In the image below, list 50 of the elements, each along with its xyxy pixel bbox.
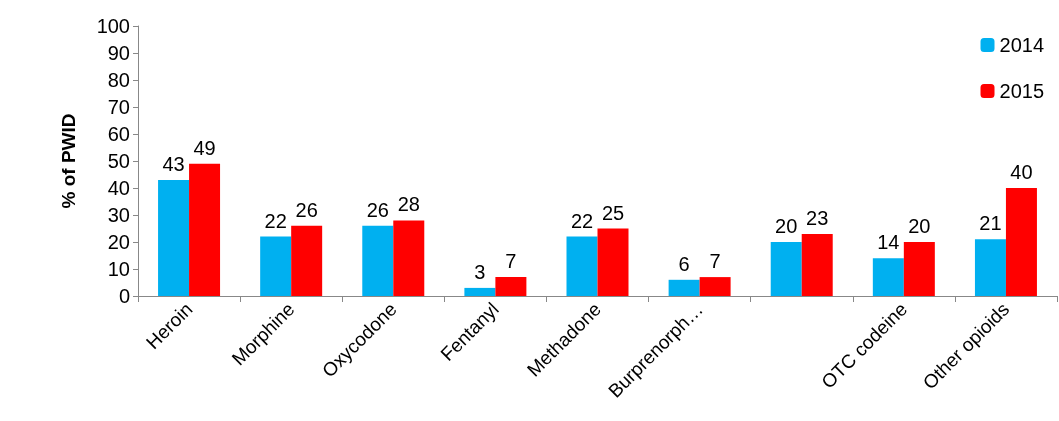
data-label: 21 bbox=[979, 212, 1002, 235]
bar bbox=[464, 287, 496, 296]
y-tick-label: 0 bbox=[118, 285, 130, 307]
data-label: 20 bbox=[908, 215, 931, 237]
y-tick-label: 50 bbox=[107, 150, 130, 172]
bar bbox=[974, 239, 1006, 296]
bar bbox=[699, 277, 731, 296]
data-label: 7 bbox=[505, 250, 517, 273]
bar bbox=[872, 258, 904, 296]
data-label: 22 bbox=[264, 209, 287, 232]
data-label: 22 bbox=[570, 209, 594, 232]
y-tick-label: 80 bbox=[107, 69, 130, 91]
bar bbox=[291, 225, 323, 296]
data-label: 40 bbox=[1010, 161, 1033, 183]
bar bbox=[668, 279, 700, 296]
data-label: 23 bbox=[806, 206, 829, 229]
bar bbox=[260, 236, 292, 296]
bar bbox=[189, 163, 221, 296]
data-label: 20 bbox=[775, 215, 798, 237]
y-tick-label: 100 bbox=[96, 15, 130, 37]
data-label: 14 bbox=[877, 231, 900, 254]
bar bbox=[770, 242, 802, 296]
bar bbox=[495, 277, 527, 296]
bar bbox=[158, 179, 190, 296]
data-label: 7 bbox=[709, 250, 721, 273]
y-tick-label: 40 bbox=[107, 177, 130, 199]
y-tick-label: 10 bbox=[107, 258, 130, 280]
data-label: 26 bbox=[295, 198, 318, 221]
bar bbox=[1005, 188, 1037, 296]
bar bbox=[393, 220, 425, 296]
bar bbox=[566, 236, 598, 296]
y-tick-label: 60 bbox=[107, 123, 130, 145]
bar bbox=[801, 233, 833, 296]
data-label: 25 bbox=[601, 201, 625, 224]
data-label: 3 bbox=[474, 260, 486, 283]
y-tick-label: 90 bbox=[107, 42, 130, 64]
data-label: 26 bbox=[366, 198, 389, 221]
y-tick-label: 30 bbox=[107, 204, 130, 226]
bar bbox=[597, 228, 629, 296]
y-axis-title: % of PWID bbox=[58, 113, 79, 209]
bar bbox=[903, 242, 935, 296]
bar bbox=[362, 225, 394, 296]
y-tick-label: 70 bbox=[107, 96, 130, 118]
data-label: 49 bbox=[193, 136, 216, 159]
legend-label: 2015 bbox=[999, 80, 1045, 102]
data-label: 28 bbox=[397, 193, 420, 216]
y-tick-label: 20 bbox=[107, 231, 130, 253]
legend-label: 2014 bbox=[999, 34, 1045, 56]
data-label: 6 bbox=[678, 252, 690, 275]
data-label: 43 bbox=[162, 152, 185, 175]
